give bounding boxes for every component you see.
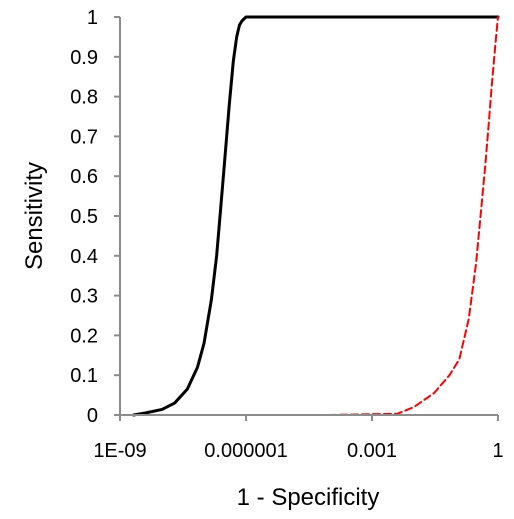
- y-tick-label: 1: [87, 7, 98, 29]
- y-tick-label: 0.1: [70, 365, 98, 387]
- x-tick-label: 0.001: [347, 440, 397, 462]
- x-tick-label: 1: [492, 440, 503, 462]
- x-tick-label: 0.000001: [204, 440, 287, 462]
- y-tick-label: 0.8: [70, 87, 98, 109]
- x-tick-label: 1E-09: [93, 440, 146, 462]
- y-tick-label: 0.7: [70, 126, 98, 148]
- series-line-black-solid: [132, 15, 500, 417]
- y-tick-label: 0.3: [70, 286, 98, 308]
- ticks: 0 0.1 0.2 0.3 0.4 0.5 0.6 0.7 0.8 0.9 1 1E-09 0.0000…: [70, 7, 503, 462]
- y-tick-label: 0.9: [70, 47, 98, 69]
- y-tick-label: 0.4: [70, 246, 98, 268]
- y-tick-label: 0.5: [70, 206, 98, 228]
- series-line-red-dashed: [119, 16, 499, 416]
- y-tick-label: 0.6: [70, 166, 98, 188]
- y-tick-label: 0.2: [70, 325, 98, 347]
- y-axis-title: Sensitivity: [21, 162, 48, 270]
- plot-lines: [119, 15, 500, 417]
- axes: [119, 17, 498, 416]
- x-axis-title: 1 - Specificity: [237, 484, 380, 511]
- y-tick-label: 0: [87, 405, 98, 427]
